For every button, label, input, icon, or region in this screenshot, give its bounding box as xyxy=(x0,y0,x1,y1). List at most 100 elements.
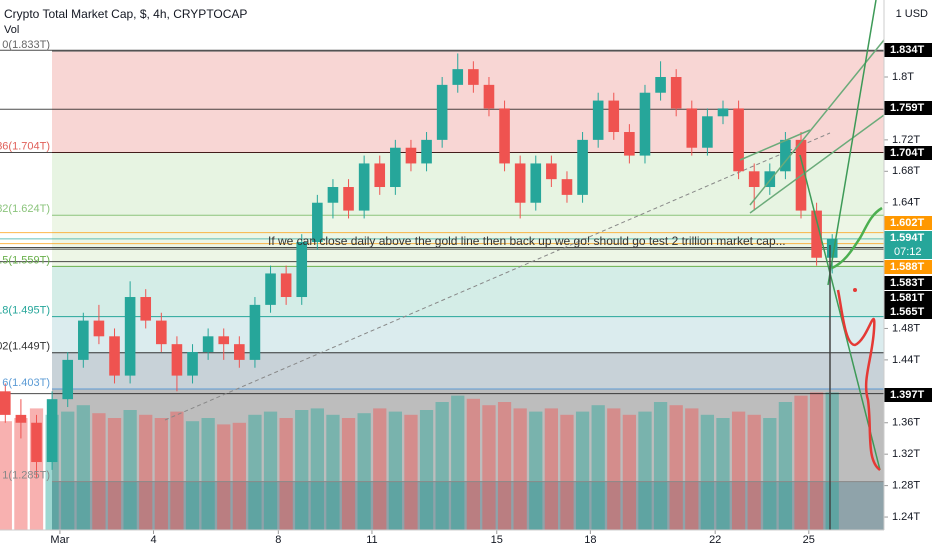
volume-bar xyxy=(482,405,496,530)
fib-labels: 0(1.833T) 36(1.704T) 82(1.624T) .5(1.559T) 1… xyxy=(0,39,50,482)
volume-bar xyxy=(341,418,356,530)
candle-body xyxy=(15,414,27,423)
candle-body xyxy=(780,139,791,172)
volume-bar xyxy=(170,411,184,530)
candle-body xyxy=(124,297,136,376)
price-badge-label: 1.581T xyxy=(890,292,925,304)
volume-bar xyxy=(279,418,293,530)
candle-body xyxy=(624,132,635,156)
trendline xyxy=(749,39,885,206)
candle-body xyxy=(561,179,573,195)
candle-body xyxy=(156,320,167,345)
candle-body xyxy=(686,108,698,148)
volume-bar xyxy=(778,402,793,530)
volume-bar xyxy=(248,414,262,530)
y-tick-label: 1.28T xyxy=(892,480,920,492)
volume-bar xyxy=(653,402,668,530)
price-badge xyxy=(884,291,932,305)
volume-bar xyxy=(544,408,558,530)
volume-bar xyxy=(154,418,168,530)
x-tick-label: 18 xyxy=(584,534,596,546)
volume-bar xyxy=(92,413,106,530)
dot xyxy=(853,288,857,292)
y-tick-label: 1.8T xyxy=(892,71,914,83)
fib-band xyxy=(52,51,884,153)
y-tick-label: 1.72T xyxy=(892,134,920,146)
trendline xyxy=(799,154,881,471)
price-badge xyxy=(884,231,932,245)
volume-bar xyxy=(622,414,637,530)
volume-bar xyxy=(731,411,746,530)
volume-bar xyxy=(123,410,137,530)
fib-label: 6(1.403T) xyxy=(2,377,50,389)
candle-body xyxy=(546,163,557,180)
price-badge xyxy=(884,216,932,230)
volume-bar xyxy=(419,410,434,530)
time-axis xyxy=(0,530,884,550)
trendline xyxy=(739,129,811,161)
x-tick-label: 8 xyxy=(275,534,281,546)
volume-bar xyxy=(794,395,808,530)
candle-body xyxy=(764,171,776,188)
x-tick-label: Mar xyxy=(50,534,69,546)
price-badge xyxy=(884,388,932,402)
candle-body xyxy=(31,422,42,463)
volume-bar xyxy=(388,411,402,530)
volume-bar xyxy=(825,392,839,530)
volume-bar xyxy=(201,418,215,530)
candle-body xyxy=(296,242,308,298)
price-badge xyxy=(884,260,932,274)
candle-body xyxy=(109,336,120,376)
volume-bar xyxy=(76,405,90,530)
volume-bar xyxy=(295,410,309,530)
candle-body xyxy=(249,304,261,360)
volume-bar xyxy=(497,402,512,530)
candle-body xyxy=(421,139,432,164)
price-badge xyxy=(884,305,932,319)
fib-label: 82(1.624T) xyxy=(0,203,50,215)
price-badge-label: 1.588T xyxy=(890,261,925,273)
fib-band xyxy=(52,316,884,353)
fib-band xyxy=(52,481,884,530)
volume-bar xyxy=(373,408,387,530)
price-badge xyxy=(884,101,932,115)
volume-bar xyxy=(451,395,465,530)
volume-bar xyxy=(560,414,574,530)
trendline xyxy=(827,0,877,286)
candle-body xyxy=(46,399,58,463)
fib-band xyxy=(52,152,884,216)
volume-bar xyxy=(232,422,246,530)
volume-bar xyxy=(185,421,200,530)
candle-body xyxy=(592,100,604,140)
currency: 1 USD xyxy=(896,8,928,20)
volume-bar xyxy=(607,408,621,530)
chart-title: Crypto Total Market Cap, $, 4h, CRYPTOCA… xyxy=(4,7,247,21)
candle-body xyxy=(639,92,651,156)
price-badge xyxy=(884,43,932,57)
y-tick-label: 1.32T xyxy=(892,448,920,460)
fib-bands xyxy=(52,51,884,530)
volume-bar xyxy=(716,418,730,530)
candle-body xyxy=(405,147,417,164)
fib-band xyxy=(52,388,884,482)
price-badge-label: 1.704T xyxy=(890,147,925,159)
projection-down xyxy=(836,289,881,472)
candle-body xyxy=(483,84,495,109)
price-axis xyxy=(884,0,932,550)
fib-label: .5(1.559T) xyxy=(0,254,50,266)
fib-band xyxy=(52,266,884,317)
candle-body xyxy=(499,108,510,164)
candle-body xyxy=(811,210,822,258)
y-tick-label: 1.24T xyxy=(892,511,920,523)
candles xyxy=(0,53,838,478)
candle-body xyxy=(452,69,464,85)
candle-body xyxy=(0,391,11,415)
candle-body xyxy=(343,187,354,211)
candle-body xyxy=(608,100,620,133)
y-tick-label: 1.68T xyxy=(892,165,920,177)
volume-bar xyxy=(263,411,278,530)
y-tick-label: 1.44T xyxy=(892,354,920,366)
fib-label: 36(1.704T) xyxy=(0,140,50,152)
